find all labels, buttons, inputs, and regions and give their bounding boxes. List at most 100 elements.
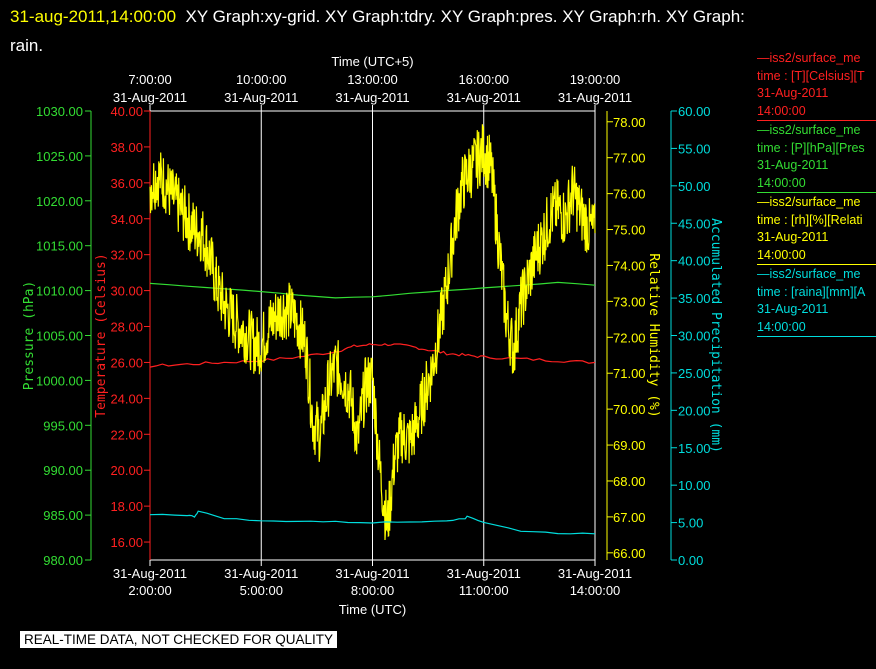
legend-variable: time : [T][Celsius][T bbox=[757, 68, 865, 83]
temperature-tick-label: 24.00 bbox=[110, 391, 143, 406]
pressure-tick-label: 1015.00 bbox=[36, 239, 83, 254]
pressure-tick-label: 990.00 bbox=[43, 463, 83, 478]
rain-tick-label: 50.00 bbox=[678, 179, 711, 194]
rh-tick-label: 74.00 bbox=[613, 258, 646, 273]
rh-tick-label: 72.00 bbox=[613, 330, 646, 345]
x-tick-label-time: 11:00:00 bbox=[459, 583, 509, 598]
legend-date: 31-Aug-2011 bbox=[757, 302, 829, 316]
legend-date: 31-Aug-2011 bbox=[757, 158, 829, 172]
rh-tick-label: 69.00 bbox=[613, 438, 646, 453]
x-tick-label-date: 31-Aug-2011 bbox=[558, 566, 632, 581]
temperature-tick-label: 26.00 bbox=[110, 355, 143, 370]
x-tick-label-date: 31-Aug-2011 bbox=[224, 566, 298, 581]
legend-divider bbox=[757, 264, 876, 265]
graph-header: 31-aug-2011,14:00:00 XY Graph:xy-grid. X… bbox=[10, 2, 870, 60]
x-tick-label-time: 5:00:00 bbox=[240, 583, 283, 598]
x-top-tick-label-date: 31-Aug-2011 bbox=[335, 90, 409, 105]
legend-divider bbox=[757, 192, 876, 193]
rain-tick-label: 30.00 bbox=[678, 329, 711, 344]
pressure-tick-label: 985.00 bbox=[43, 508, 83, 523]
x-top-tick-label-date: 31-Aug-2011 bbox=[224, 90, 298, 105]
legend-source: —iss2/surface_me bbox=[757, 267, 861, 281]
x-tick-label-date: 31-Aug-2011 bbox=[447, 566, 521, 581]
rh-tick-label: 66.00 bbox=[613, 546, 646, 561]
legend-time: 14:00:00 bbox=[757, 175, 806, 190]
rain-tick-label: 10.00 bbox=[678, 478, 711, 493]
pressure-tick-label: 1000.00 bbox=[36, 373, 83, 388]
temperature-tick-label: 18.00 bbox=[110, 499, 143, 514]
x-tick-label-time: 14:00:00 bbox=[570, 583, 621, 598]
pressure-tick-label: 1025.00 bbox=[36, 149, 83, 164]
legend-divider bbox=[757, 336, 876, 337]
series-line bbox=[149, 510, 596, 535]
rain-tick-label: 25.00 bbox=[678, 366, 711, 381]
rh-tick-label: 73.00 bbox=[613, 294, 646, 309]
rain-tick-label: 55.00 bbox=[678, 141, 711, 156]
temperature-tick-label: 20.00 bbox=[110, 463, 143, 478]
legend-variable: time : [P][hPa][Pres bbox=[757, 140, 865, 155]
rain-tick-label: 60.00 bbox=[678, 104, 711, 119]
rh-tick-label: 78.00 bbox=[613, 115, 646, 130]
rain-tick-label: 5.00 bbox=[678, 516, 703, 531]
header-graph-list-cont: rain. bbox=[10, 36, 44, 55]
rh-tick-label: 75.00 bbox=[613, 223, 646, 238]
rh-tick-label: 77.00 bbox=[613, 151, 646, 166]
temperature-tick-label: 28.00 bbox=[110, 320, 143, 335]
temperature-tick-label: 40.00 bbox=[110, 104, 143, 119]
x-top-tick-label-time: 13:00:00 bbox=[347, 72, 398, 87]
legend-time: 14:00:00 bbox=[757, 319, 806, 334]
temperature-tick-label: 34.00 bbox=[110, 212, 143, 227]
header-graph-list: XY Graph:xy-grid. XY Graph:tdry. XY Grap… bbox=[185, 7, 745, 26]
series-line bbox=[149, 124, 596, 541]
rain-tick-label: 20.00 bbox=[678, 403, 711, 418]
x-top-axis-label: Time (UTC+5) bbox=[331, 54, 413, 69]
quality-disclaimer: REAL-TIME DATA, NOT CHECKED FOR QUALITY bbox=[20, 631, 338, 648]
rh-tick-label: 67.00 bbox=[613, 510, 646, 525]
legend-date: 31-Aug-2011 bbox=[757, 230, 829, 244]
pressure-tick-label: 1030.00 bbox=[36, 104, 83, 119]
rain-tick-label: 0.00 bbox=[678, 553, 703, 568]
rain-axis-label: Accumulated Precipitation (mm) bbox=[708, 218, 723, 453]
x-top-tick-label-date: 31-Aug-2011 bbox=[447, 90, 521, 105]
legend-source: —iss2/surface_me bbox=[757, 195, 861, 209]
pressure-tick-label: 1020.00 bbox=[36, 194, 83, 209]
rain-tick-label: 40.00 bbox=[678, 254, 711, 269]
x-axis-label: Time (UTC) bbox=[339, 602, 406, 617]
legend-source: —iss2/surface_me bbox=[757, 51, 861, 65]
temperature-tick-label: 38.00 bbox=[110, 140, 143, 155]
rh-tick-label: 70.00 bbox=[613, 402, 646, 417]
temperature-tick-label: 30.00 bbox=[110, 284, 143, 299]
rh-tick-label: 71.00 bbox=[613, 366, 646, 381]
rh-tick-label: 68.00 bbox=[613, 474, 646, 489]
rh-tick-label: 76.00 bbox=[613, 187, 646, 202]
x-top-tick-label-date: 31-Aug-2011 bbox=[558, 90, 632, 105]
series-line bbox=[149, 343, 596, 368]
temperature-axis-label: Temperature (Celsius) bbox=[94, 253, 109, 417]
x-tick-label-date: 31-Aug-2011 bbox=[113, 566, 187, 581]
x-tick-label-time: 2:00:00 bbox=[128, 583, 171, 598]
legend-entry: —iss2/surface_me time : [T][Celsius][T 31-… bbox=[757, 50, 876, 121]
pressure-axis-label: Pressure (hPa) bbox=[22, 281, 37, 391]
pressure-tick-label: 1010.00 bbox=[36, 284, 83, 299]
legend-source: —iss2/surface_me bbox=[757, 123, 861, 137]
rain-tick-label: 35.00 bbox=[678, 291, 711, 306]
x-tick-label-time: 8:00:00 bbox=[351, 583, 394, 598]
rain-tick-label: 45.00 bbox=[678, 216, 711, 231]
legend-variable: time : [rh][%][Relati bbox=[757, 212, 863, 227]
temperature-tick-label: 32.00 bbox=[110, 248, 143, 263]
temperature-tick-label: 36.00 bbox=[110, 176, 143, 191]
temperature-tick-label: 16.00 bbox=[110, 535, 143, 550]
x-top-tick-label-date: 31-Aug-2011 bbox=[113, 90, 187, 105]
legend-variable: time : [raina][mm][A bbox=[757, 284, 866, 299]
x-top-tick-label-time: 7:00:00 bbox=[128, 72, 171, 87]
legend-time: 14:00:00 bbox=[757, 247, 806, 262]
legend-time: 14:00:00 bbox=[757, 103, 806, 118]
rain-tick-label: 15.00 bbox=[678, 441, 711, 456]
pressure-tick-label: 980.00 bbox=[43, 553, 83, 568]
header-timestamp: 31-aug-2011,14:00:00 bbox=[10, 7, 177, 26]
legend-divider bbox=[757, 120, 876, 121]
